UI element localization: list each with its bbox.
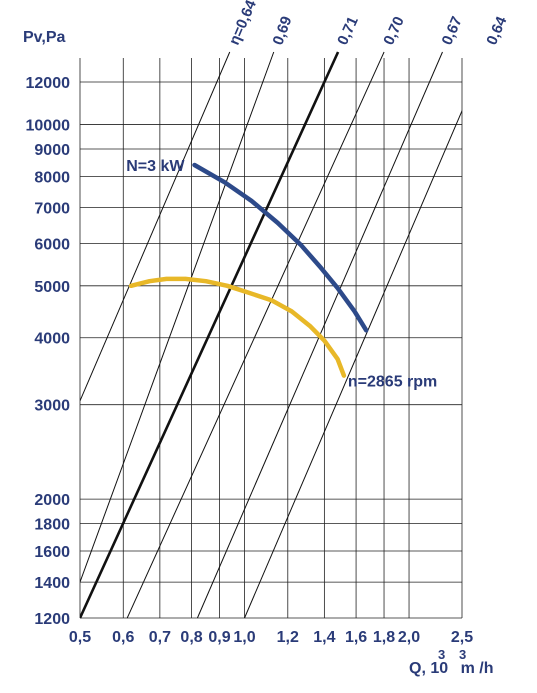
series-label-speed: n=2865 rpm: [348, 374, 437, 391]
x-tick-label: 0,6: [112, 629, 134, 646]
x-tick-label: 1,4: [313, 629, 335, 646]
x-tick-label: 0,9: [208, 629, 230, 646]
efficiency-label: 0,69: [270, 14, 296, 47]
efficiency-line-5: [244, 109, 462, 619]
performance-curves: [128, 162, 369, 378]
series-curve-1: [128, 276, 347, 378]
y-tick-label: 7000: [34, 200, 70, 217]
x-tick-label: 2,0: [398, 629, 420, 646]
efficiency-label: 0,70: [380, 14, 408, 48]
x-tick-label: 1,6: [345, 629, 367, 646]
x-tick-label: 0,7: [149, 629, 171, 646]
x-tick-label: 2,5: [451, 629, 473, 646]
x-tick-label: 1,8: [373, 629, 395, 646]
y-tick-label: 2000: [34, 492, 70, 509]
efficiency-lines: [80, 51, 462, 619]
y-tick-label: 5000: [34, 279, 70, 296]
efficiency-line-3: [126, 51, 385, 619]
y-tick-label: 4000: [34, 331, 70, 348]
y-tick-label: 1200: [34, 611, 70, 628]
x-tick-label: 1,0: [233, 629, 255, 646]
efficiency-label: η=0,64: [226, 0, 260, 48]
series-label-power: N=3 kW: [126, 158, 185, 175]
y-tick-label: 9000: [34, 142, 70, 159]
x-axis-label: Q, 10 m /h: [409, 660, 493, 677]
horizontal-gridlines: [80, 81, 462, 619]
y-tick-label: 10000: [26, 117, 71, 134]
x-axis-superscript-1: 3: [438, 647, 445, 662]
efficiency-label: 0,64: [483, 13, 510, 47]
x-tick-label: 0,5: [69, 629, 91, 646]
y-tick-label: 3000: [34, 398, 70, 415]
x-axis-superscript-2: 3: [459, 647, 466, 662]
y-tick-label: 12000: [26, 75, 71, 92]
efficiency-label: 0,67: [439, 14, 466, 48]
y-axis-label: Pv,Pa: [23, 29, 66, 46]
efficiency-line-0: [80, 51, 231, 402]
efficiency-line-1: [80, 51, 275, 583]
y-tick-label: 1800: [34, 517, 70, 534]
y-tick-labels: 1200 1400 1600 1800 2000 3000 4000 5000 6000 7000…: [26, 75, 71, 628]
efficiency-line-2: [80, 51, 340, 619]
series-curve-0: [192, 162, 369, 333]
efficiency-labels: η=0,64 0,69 0,71 0,70 0,67 0,64: [226, 0, 511, 48]
x-tick-label: 1,2: [277, 629, 299, 646]
x-tick-label: 0,8: [180, 629, 202, 646]
y-tick-label: 1400: [34, 575, 70, 592]
y-tick-label: 8000: [34, 169, 70, 186]
y-tick-label: 1600: [34, 544, 70, 561]
curve-annotations: N=3 kW n=2865 rpm: [126, 158, 437, 391]
x-tick-labels: 0,5 0,6 0,7 0,8 0,9 1,0 1,2 1,4 1,6 1,8 2,0 2,5: [69, 629, 473, 646]
y-tick-label: 6000: [34, 236, 70, 253]
efficiency-label: 0,71: [334, 14, 362, 48]
